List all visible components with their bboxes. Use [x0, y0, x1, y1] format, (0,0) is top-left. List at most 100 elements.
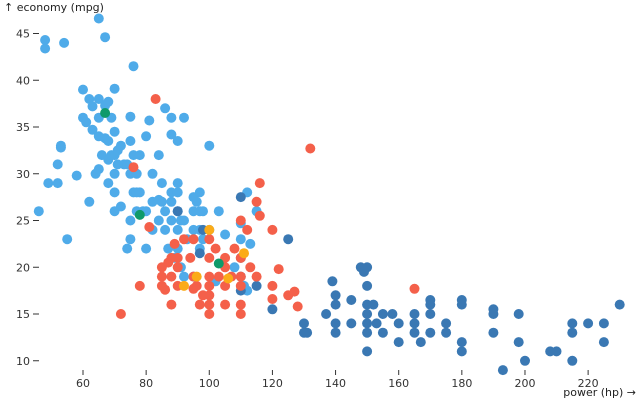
data-point-red: [204, 234, 215, 245]
data-point-dark-blue: [409, 318, 420, 329]
data-point-red: [156, 271, 167, 282]
data-point-dark-blue: [321, 309, 332, 319]
data-point-dark-blue: [488, 304, 499, 315]
data-point-light-blue: [153, 150, 164, 161]
data-point-light-blue: [160, 103, 171, 114]
data-point-dark-blue: [551, 346, 562, 357]
data-point-light-blue: [115, 140, 126, 151]
data-point-light-blue: [93, 164, 104, 175]
y-tick-label: 10: [16, 355, 30, 368]
data-point-light-blue: [194, 187, 205, 198]
data-point-dark-blue: [425, 309, 436, 319]
data-point-light-blue: [100, 32, 111, 43]
data-point-light-blue: [125, 215, 136, 226]
data-point-red: [194, 299, 205, 310]
data-point-light-blue: [141, 131, 152, 142]
y-tick-label: 45: [16, 28, 30, 41]
x-tick-label: 120: [262, 377, 283, 390]
data-point-light-blue: [179, 112, 189, 123]
data-point-dark-blue: [235, 192, 246, 203]
data-point-light-blue: [103, 178, 114, 189]
x-tick-label: 100: [199, 377, 220, 390]
data-point-light-blue: [125, 136, 136, 146]
y-tick-label: 35: [16, 121, 30, 134]
data-point-light-blue: [160, 206, 171, 217]
data-point-dark-blue: [583, 318, 594, 329]
x-tick-label: 60: [76, 377, 90, 390]
data-point-dark-blue: [614, 299, 625, 310]
data-point-light-blue: [87, 101, 98, 112]
data-point-green: [100, 108, 111, 118]
data-point-red: [172, 262, 183, 273]
data-point-dark-blue: [194, 248, 205, 259]
data-point-red: [254, 210, 265, 221]
data-point-light-blue: [128, 61, 139, 72]
data-point-dark-blue: [330, 318, 341, 329]
data-point-red: [210, 243, 221, 254]
data-point-dark-blue: [488, 327, 499, 338]
data-point-red: [213, 271, 224, 282]
data-point-dark-blue: [172, 206, 183, 217]
data-point-light-blue: [153, 215, 164, 226]
data-point-red: [220, 299, 231, 310]
data-point-dark-blue: [513, 309, 524, 319]
data-point-light-blue: [40, 35, 51, 45]
data-point-red: [204, 252, 215, 263]
data-point-dark-blue: [567, 318, 578, 329]
data-point-red: [292, 301, 303, 312]
data-point-orange: [239, 248, 249, 259]
data-point-red: [229, 243, 240, 254]
data-point-red: [267, 224, 278, 235]
data-point-dark-blue: [513, 337, 524, 348]
data-point-red: [204, 271, 215, 282]
data-point-dark-blue: [425, 327, 436, 338]
data-point-light-blue: [166, 112, 177, 123]
data-point-dark-blue: [362, 280, 373, 291]
data-point-red: [242, 224, 253, 235]
data-point-light-blue: [52, 178, 63, 189]
y-tick-label: 15: [16, 308, 30, 321]
x-tick-label: 140: [325, 377, 346, 390]
data-point-light-blue: [172, 136, 183, 146]
data-point-dark-blue: [425, 295, 436, 305]
data-point-dark-blue: [456, 337, 467, 348]
data-point-red: [115, 309, 126, 319]
data-point-light-blue: [156, 196, 167, 207]
data-point-light-blue: [134, 187, 145, 198]
data-point-red: [273, 264, 284, 275]
data-point-dark-blue: [567, 327, 578, 338]
data-point-red: [235, 215, 246, 226]
data-point-red: [251, 196, 262, 207]
data-point-dark-blue: [327, 276, 338, 287]
data-point-light-blue: [62, 234, 73, 245]
data-point-red: [160, 284, 171, 295]
data-point-red: [204, 290, 215, 301]
data-point-light-blue: [125, 234, 136, 245]
data-point-light-blue: [144, 115, 155, 126]
data-point-dark-blue: [598, 337, 609, 348]
data-point-light-blue: [84, 196, 95, 207]
y-tick-label: 40: [16, 74, 30, 87]
data-point-light-blue: [172, 178, 183, 189]
data-points: [33, 13, 625, 376]
data-point-dark-blue: [371, 318, 382, 329]
data-point-dark-blue: [330, 327, 341, 338]
data-point-dark-blue: [415, 337, 426, 348]
data-point-dark-blue: [456, 346, 467, 357]
data-point-dark-blue: [346, 295, 357, 305]
data-point-light-blue: [213, 206, 224, 217]
data-point-red: [185, 252, 196, 263]
data-point-orange: [204, 224, 215, 235]
data-point-dark-blue: [520, 355, 530, 366]
data-point-red: [409, 283, 420, 294]
data-point-red: [267, 280, 278, 291]
data-point-light-blue: [179, 215, 189, 226]
data-point-green: [134, 209, 145, 220]
y-tick-label: 25: [16, 215, 30, 228]
data-point-light-blue: [166, 215, 177, 226]
data-point-dark-blue: [362, 262, 373, 273]
y-axis: 10 15 20 25 30 35 40 45: [16, 28, 39, 368]
data-point-dark-blue: [299, 318, 309, 329]
data-point-light-blue: [55, 140, 66, 151]
